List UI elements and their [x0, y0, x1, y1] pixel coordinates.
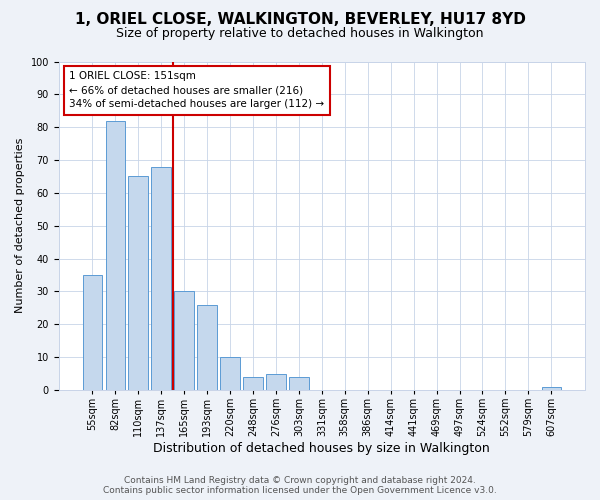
Bar — [243, 377, 263, 390]
Text: Size of property relative to detached houses in Walkington: Size of property relative to detached ho… — [116, 28, 484, 40]
Text: Contains HM Land Registry data © Crown copyright and database right 2024.
Contai: Contains HM Land Registry data © Crown c… — [103, 476, 497, 495]
Bar — [266, 374, 286, 390]
Bar — [128, 176, 148, 390]
Bar — [106, 120, 125, 390]
Bar — [542, 386, 561, 390]
Bar — [83, 275, 102, 390]
Text: 1, ORIEL CLOSE, WALKINGTON, BEVERLEY, HU17 8YD: 1, ORIEL CLOSE, WALKINGTON, BEVERLEY, HU… — [74, 12, 526, 28]
Bar — [175, 292, 194, 390]
Text: 1 ORIEL CLOSE: 151sqm
← 66% of detached houses are smaller (216)
34% of semi-det: 1 ORIEL CLOSE: 151sqm ← 66% of detached … — [69, 72, 325, 110]
Y-axis label: Number of detached properties: Number of detached properties — [15, 138, 25, 314]
Bar — [220, 357, 240, 390]
Bar — [289, 377, 308, 390]
Bar — [151, 166, 171, 390]
Bar — [197, 304, 217, 390]
X-axis label: Distribution of detached houses by size in Walkington: Distribution of detached houses by size … — [154, 442, 490, 455]
